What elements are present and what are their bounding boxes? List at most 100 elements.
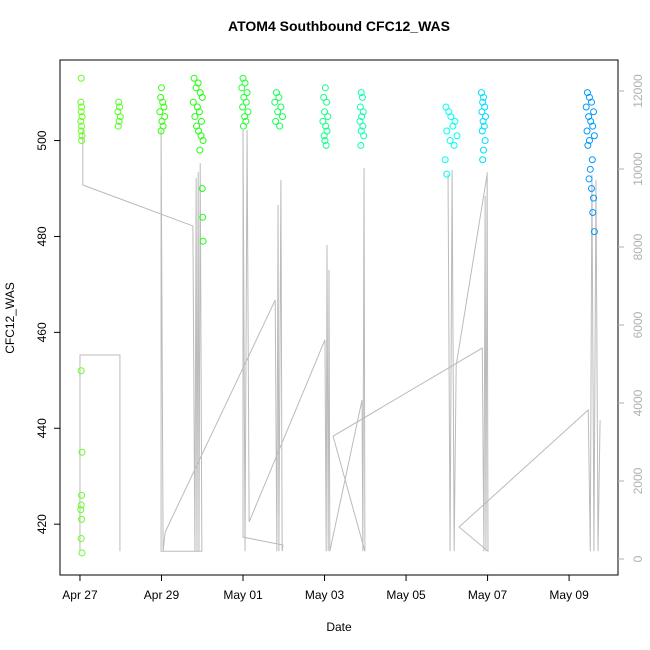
data-point	[77, 501, 85, 509]
data-point	[274, 108, 282, 116]
data-point	[450, 141, 458, 149]
data-point	[359, 122, 367, 130]
data-point	[358, 93, 366, 101]
data-point	[77, 108, 85, 116]
data-point	[189, 98, 197, 106]
data-point	[481, 137, 489, 145]
x-tick-label: Apr 29	[144, 588, 180, 602]
data-point	[443, 127, 451, 135]
data-point	[277, 103, 285, 111]
data-point	[199, 237, 207, 245]
y2-tick-label: 10000	[631, 152, 645, 186]
data-point	[77, 74, 85, 82]
data-point	[242, 98, 250, 106]
data-point	[157, 84, 165, 92]
data-point	[360, 132, 368, 140]
data-point	[115, 117, 123, 125]
chart-title: ATOM4 Southbound CFC12_WAS	[228, 18, 450, 34]
data-point	[590, 132, 598, 140]
data-point	[115, 98, 123, 106]
data-point	[190, 74, 198, 82]
data-point	[77, 506, 85, 514]
data-point	[275, 93, 283, 101]
plot-frame	[59, 59, 619, 576]
data-point	[584, 141, 592, 149]
data-point	[276, 122, 284, 130]
data-point	[195, 108, 203, 116]
data-point	[116, 103, 124, 111]
data-point	[321, 137, 329, 145]
data-point	[588, 156, 596, 164]
data-point	[589, 208, 597, 216]
data-point	[479, 156, 487, 164]
data-point	[321, 108, 329, 116]
y2-tick-label: 2000	[631, 467, 645, 494]
data-point	[196, 146, 204, 154]
x-tick-label: May 03	[305, 588, 345, 602]
y2-tick-label: 12000	[631, 74, 645, 108]
data-point	[156, 108, 164, 116]
data-point	[78, 122, 86, 130]
data-point	[244, 108, 252, 116]
data-point	[199, 137, 207, 145]
y2-tick-label: 6000	[631, 311, 645, 338]
data-point	[191, 113, 199, 121]
x-tick-label: May 01	[223, 588, 263, 602]
data-point	[478, 108, 486, 116]
y-tick-label: 500	[35, 130, 49, 150]
data-point	[271, 98, 279, 106]
data-point	[78, 491, 86, 499]
data-point	[239, 103, 247, 111]
data-point	[590, 194, 598, 202]
data-point	[357, 89, 365, 97]
x-tick-label: May 09	[549, 588, 589, 602]
data-point	[479, 93, 487, 101]
data-point	[582, 103, 590, 111]
data-point	[78, 113, 86, 121]
data-point	[199, 213, 207, 221]
data-point	[324, 113, 332, 121]
data-point	[77, 127, 85, 135]
data-point	[192, 84, 200, 92]
data-point	[590, 228, 598, 236]
data-point	[78, 132, 86, 140]
data-point	[272, 117, 280, 125]
data-point	[588, 98, 596, 106]
data-point	[453, 132, 461, 140]
data-point	[241, 79, 249, 87]
data-point	[320, 132, 328, 140]
data-point	[198, 185, 206, 193]
data-point	[590, 108, 598, 116]
data-point	[77, 98, 85, 106]
data-point	[322, 141, 330, 149]
data-point	[359, 108, 367, 116]
data-point	[479, 146, 487, 154]
data-point	[447, 113, 455, 121]
data-point	[78, 137, 86, 145]
x-axis-label: Date	[326, 620, 352, 634]
y2-tick-label: 0	[631, 555, 645, 562]
data-point	[78, 103, 86, 111]
data-point	[323, 98, 331, 106]
data-point	[279, 113, 287, 121]
data-point	[321, 84, 329, 92]
data-point	[241, 113, 249, 121]
y-tick-label: 440	[35, 418, 49, 438]
data-point	[243, 89, 251, 97]
x-tick-label: Apr 27	[62, 588, 98, 602]
x-tick-label: May 07	[468, 588, 508, 602]
x-tick-label: May 05	[386, 588, 426, 602]
data-point	[585, 137, 593, 145]
y2-tick-label: 4000	[631, 389, 645, 416]
data-point	[160, 103, 168, 111]
data-point	[78, 448, 86, 456]
data-point	[238, 84, 246, 92]
data-point	[446, 137, 454, 145]
data-point	[239, 122, 247, 130]
data-point	[479, 117, 487, 125]
data-point	[441, 156, 449, 164]
data-point	[157, 127, 165, 135]
data-point	[583, 127, 591, 135]
data-point	[114, 122, 122, 130]
